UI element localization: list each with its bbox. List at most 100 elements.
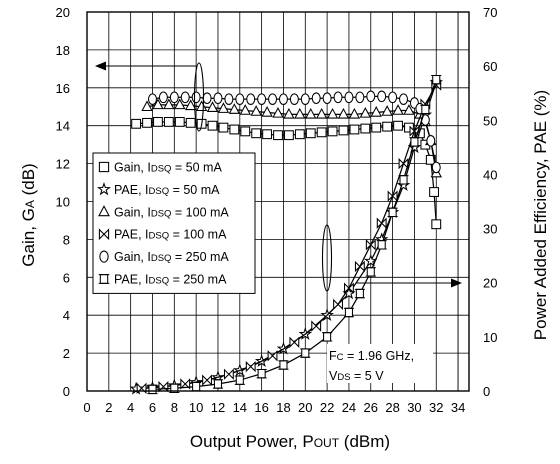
data-point — [365, 239, 376, 251]
data-point — [414, 128, 425, 139]
data-point — [224, 93, 234, 105]
data-point — [235, 93, 245, 105]
annotations: FC = 1.96 GHz, VDS = 5 V — [95, 61, 462, 383]
data-point — [377, 90, 387, 103]
data-point — [420, 104, 431, 115]
y-tick-label: 0 — [63, 384, 70, 399]
y2-tick-label: 20 — [483, 276, 497, 291]
x-tick-label: 24 — [342, 400, 356, 415]
data-point — [344, 91, 354, 104]
series-3 — [136, 79, 442, 394]
data-point — [207, 120, 218, 131]
data-point — [337, 107, 350, 119]
data-point — [185, 117, 196, 128]
legend: Gain, IDSQ = 50 mA PAE, IDSQ = 50 mA Gain,… — [92, 152, 256, 294]
data-point — [300, 348, 311, 358]
data-point — [261, 106, 273, 117]
pae-axis-arrowhead — [451, 278, 462, 288]
x-tick-label: 12 — [211, 400, 225, 415]
data-point — [223, 368, 234, 380]
data-point — [268, 93, 278, 105]
y2-tick-label: 10 — [483, 330, 497, 345]
data-point — [158, 381, 169, 393]
data-point — [169, 91, 179, 104]
data-point — [131, 118, 142, 129]
data-point — [272, 106, 284, 118]
y2-tick-label: 30 — [483, 222, 497, 237]
legend-marker — [97, 182, 111, 196]
data-point — [213, 92, 223, 105]
data-point — [257, 93, 267, 105]
x-tick-label: 20 — [298, 400, 312, 415]
x-tick-label: 8 — [171, 400, 178, 415]
data-point — [388, 91, 398, 104]
data-point — [289, 93, 299, 105]
x-tick-label: 14 — [233, 400, 247, 415]
legend-entry: PAE, IDSQ = 50 mA — [114, 183, 220, 197]
y-tick-label: 12 — [56, 157, 70, 172]
data-point — [283, 130, 294, 141]
data-point — [234, 375, 245, 385]
legend-entry: PAE, IDSQ = 100 mA — [114, 228, 227, 242]
data-point — [294, 107, 306, 119]
data-point — [399, 93, 408, 105]
data-point — [158, 91, 168, 104]
x-tick-label: 4 — [127, 400, 134, 415]
data-point — [174, 98, 186, 110]
data-point — [349, 124, 360, 135]
series-layer — [129, 74, 444, 395]
data-point — [142, 117, 152, 128]
y-tick-label: 6 — [63, 270, 70, 285]
data-point — [338, 125, 349, 136]
data-point — [278, 93, 288, 105]
data-point — [431, 219, 442, 230]
data-point — [429, 187, 439, 197]
legend-marker — [98, 228, 110, 241]
data-point — [333, 298, 343, 311]
data-point — [152, 98, 164, 110]
data-point — [195, 100, 208, 112]
x-tick-label: 32 — [429, 400, 443, 415]
legend-entry: PAE, IDSQ = 250 mA — [114, 273, 227, 287]
series-0 — [131, 116, 442, 230]
data-point — [228, 103, 241, 114]
x-tick-label: 26 — [364, 400, 378, 415]
y2-tick-label: 40 — [483, 167, 497, 182]
plot-border — [86, 11, 470, 392]
data-point — [355, 91, 365, 104]
data-point — [359, 106, 372, 118]
data-point — [305, 128, 316, 139]
gain-group-ellipse — [193, 62, 205, 132]
data-point — [180, 378, 191, 390]
data-point — [376, 240, 387, 250]
data-point — [376, 217, 387, 229]
data-point — [246, 93, 256, 105]
pae-group-ellipse — [321, 224, 333, 292]
x-axis-label: Output Power, POUT (dBm) — [190, 432, 390, 451]
data-point — [404, 122, 414, 133]
data-point — [256, 368, 267, 379]
x-tick-label: 18 — [276, 400, 290, 415]
data-point — [262, 129, 273, 140]
data-point — [365, 267, 376, 277]
y-tick-label: 20 — [56, 5, 70, 20]
legend-entry: Gain, IDSQ = 100 mA — [114, 205, 229, 219]
data-point — [267, 350, 278, 362]
y2-tick-label: 0 — [483, 384, 490, 399]
data-point — [191, 91, 201, 104]
x-tick-label: 16 — [254, 400, 268, 415]
data-point — [202, 374, 212, 386]
conditions-box — [327, 344, 433, 383]
y2-tick-label: 70 — [483, 5, 497, 20]
y-tick-label: 16 — [56, 81, 70, 96]
data-point — [409, 125, 420, 137]
x-tick-label: 28 — [385, 400, 399, 415]
data-point — [431, 161, 441, 174]
x-tick-label: 22 — [320, 400, 334, 415]
data-point — [431, 74, 442, 85]
legend-entry: Gain, IDSQ = 250 mA — [114, 250, 229, 264]
data-point — [240, 126, 251, 137]
legend-marker — [98, 161, 110, 173]
data-point — [333, 91, 343, 104]
